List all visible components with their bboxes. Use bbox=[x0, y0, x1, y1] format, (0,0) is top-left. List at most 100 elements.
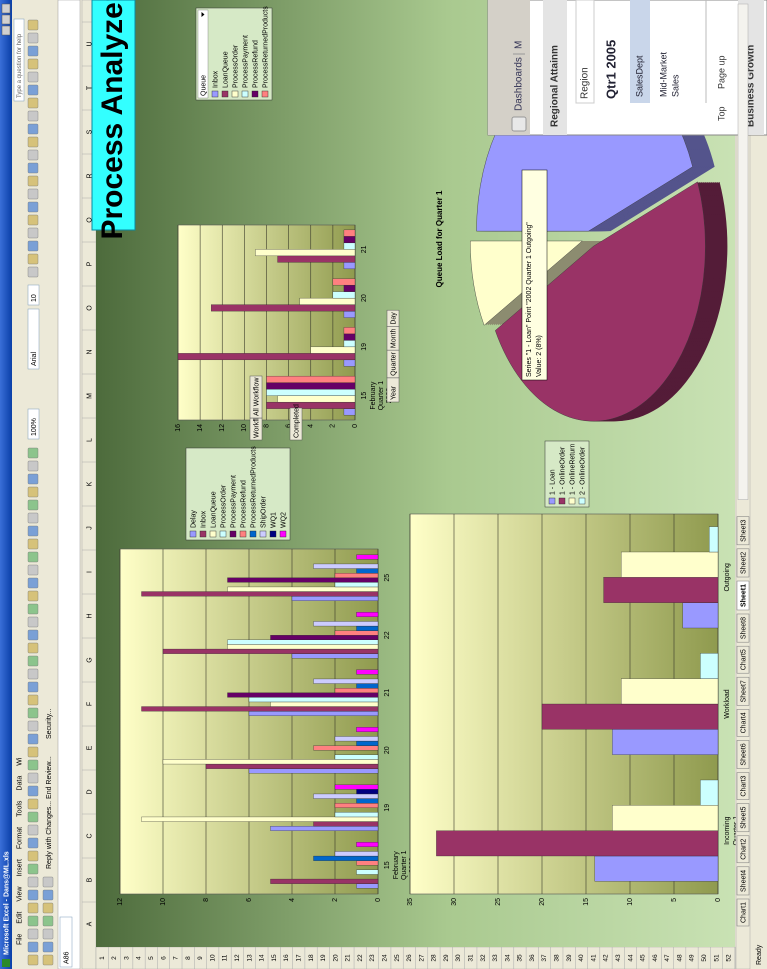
toolbar-icon[interactable] bbox=[27, 123, 39, 135]
field-button-label[interactable]: Workflow bbox=[253, 408, 260, 438]
security-text[interactable]: Security... bbox=[46, 708, 53, 739]
sheet-tab[interactable]: Chart2 bbox=[740, 839, 747, 860]
sheet-tab-bg[interactable] bbox=[736, 676, 750, 706]
toolbar-icon[interactable] bbox=[27, 240, 39, 252]
toolbar-icon[interactable] bbox=[27, 798, 39, 810]
sheet-tab[interactable]: Chart5 bbox=[740, 649, 747, 670]
toolbar-icon[interactable] bbox=[27, 253, 39, 265]
toolbar-icon[interactable] bbox=[27, 110, 39, 122]
toolbar-icon[interactable] bbox=[27, 188, 39, 200]
toolbar-icon[interactable] bbox=[27, 941, 39, 953]
toolbar-icon[interactable] bbox=[27, 772, 39, 784]
menu-item[interactable]: Data bbox=[16, 776, 23, 791]
toolbar-icon[interactable] bbox=[27, 707, 39, 719]
sheet-tab[interactable]: Sheet1 bbox=[740, 584, 747, 607]
toolbar-icon[interactable] bbox=[27, 525, 39, 537]
toolbar-icon[interactable] bbox=[27, 889, 39, 901]
toolbar-icon[interactable] bbox=[27, 97, 39, 109]
toolbar-icon[interactable] bbox=[27, 149, 39, 161]
field-button-label[interactable]: Year bbox=[390, 385, 397, 400]
sheet-tab-bg[interactable] bbox=[736, 835, 750, 864]
sheet-tab-bg[interactable] bbox=[736, 898, 750, 927]
toolbar-icon[interactable] bbox=[27, 84, 39, 96]
toolbar-icon[interactable] bbox=[42, 941, 54, 953]
toolbar-icon[interactable] bbox=[27, 876, 39, 888]
toolbar-icon[interactable] bbox=[27, 642, 39, 654]
horizontal-scrollbar[interactable] bbox=[737, 3, 749, 500]
toolbar-icon[interactable] bbox=[27, 720, 39, 732]
sheet-tab-bg[interactable] bbox=[736, 866, 750, 896]
nav-link[interactable]: Top bbox=[716, 106, 726, 121]
toolbar-icon[interactable] bbox=[27, 564, 39, 576]
sheet-tab[interactable]: Chart1 bbox=[740, 902, 747, 923]
field-button-label[interactable]: All Workflow bbox=[253, 377, 260, 416]
menu-item[interactable]: Tools bbox=[16, 800, 23, 817]
sheet-tab-bg[interactable] bbox=[736, 709, 750, 737]
sheet-tab-bg[interactable] bbox=[736, 613, 750, 643]
toolbar-icon[interactable] bbox=[27, 551, 39, 563]
menu-item[interactable]: Edit bbox=[16, 912, 23, 924]
toolbar-icon[interactable] bbox=[27, 201, 39, 213]
sheet-tab-bg[interactable] bbox=[736, 548, 750, 578]
toolbar-icon[interactable] bbox=[42, 915, 54, 927]
sheet-tab[interactable]: Sheet8 bbox=[740, 617, 747, 639]
toolbar-icon[interactable] bbox=[27, 863, 39, 875]
toolbar-icon[interactable] bbox=[27, 954, 39, 966]
toolbar-icon[interactable] bbox=[27, 902, 39, 914]
toolbar-icon[interactable] bbox=[27, 460, 39, 472]
toolbar-icon[interactable] bbox=[42, 876, 54, 888]
toolbar-icon[interactable] bbox=[27, 214, 39, 226]
review-text[interactable]: Reply with Changes... End Review... bbox=[46, 756, 53, 869]
toolbar-icon[interactable] bbox=[27, 266, 39, 278]
toolbar-icon[interactable] bbox=[27, 928, 39, 940]
toolbar-icon[interactable] bbox=[27, 850, 39, 862]
font-box[interactable] bbox=[27, 308, 40, 370]
field-button[interactable] bbox=[249, 375, 263, 419]
sheet-tab[interactable]: Sheet3 bbox=[740, 520, 747, 542]
maximize-button[interactable] bbox=[1, 14, 11, 25]
field-button-label[interactable]: Day bbox=[390, 312, 397, 325]
field-button-label[interactable]: Completed bbox=[293, 404, 300, 438]
help-box[interactable] bbox=[13, 18, 25, 102]
sheet-tab[interactable]: Sheet7 bbox=[740, 680, 747, 702]
menu-item[interactable]: File bbox=[16, 934, 23, 945]
dashboard-icon[interactable] bbox=[511, 116, 527, 132]
toolbar-icon[interactable] bbox=[27, 486, 39, 498]
sheet-tab-bg[interactable] bbox=[736, 580, 750, 611]
toolbar-icon[interactable] bbox=[27, 499, 39, 511]
toolbar-icon[interactable] bbox=[27, 785, 39, 797]
toolbar-icon[interactable] bbox=[27, 915, 39, 927]
sheet-tab-bg[interactable] bbox=[736, 740, 750, 769]
sheet-tab-bg[interactable] bbox=[736, 803, 750, 833]
menu-item[interactable]: View bbox=[16, 886, 23, 902]
toolbar-icon[interactable] bbox=[42, 954, 54, 966]
toolbar-icon[interactable] bbox=[42, 902, 54, 914]
field-button-label[interactable]: Quarter bbox=[390, 351, 397, 375]
field-button[interactable] bbox=[289, 407, 303, 441]
field-button-label[interactable]: Month bbox=[390, 329, 397, 349]
sheet-tab[interactable]: Sheet6 bbox=[740, 743, 747, 765]
dashboard-tab[interactable]: Dashboards bbox=[514, 57, 525, 111]
toolbar-icon[interactable] bbox=[27, 447, 39, 459]
toolbar-icon[interactable] bbox=[27, 136, 39, 148]
sheet-tab[interactable]: Chart4 bbox=[740, 712, 747, 733]
toolbar-icon[interactable] bbox=[42, 928, 54, 940]
menu-item[interactable]: Wi bbox=[16, 757, 23, 766]
toolbar-icon[interactable] bbox=[27, 71, 39, 83]
toolbar-icon[interactable] bbox=[27, 590, 39, 602]
toolbar-icon[interactable] bbox=[27, 473, 39, 485]
name-box[interactable] bbox=[59, 916, 73, 968]
menu-item[interactable]: Insert bbox=[16, 859, 23, 877]
toolbar-icon[interactable] bbox=[27, 512, 39, 524]
toolbar-icon[interactable] bbox=[27, 162, 39, 174]
toolbar-icon[interactable] bbox=[27, 45, 39, 57]
toolbar-icon[interactable] bbox=[27, 655, 39, 667]
toolbar-icon[interactable] bbox=[27, 811, 39, 823]
sheet-tab[interactable]: Sheet4 bbox=[740, 870, 747, 892]
toolbar-icon[interactable] bbox=[27, 58, 39, 70]
sheet-tab-bg[interactable] bbox=[736, 772, 750, 800]
legend-dropdown[interactable] bbox=[197, 9, 209, 99]
size-box[interactable] bbox=[27, 284, 40, 306]
toolbar-icon[interactable] bbox=[27, 681, 39, 693]
sheet-tab-bg[interactable] bbox=[736, 645, 750, 674]
